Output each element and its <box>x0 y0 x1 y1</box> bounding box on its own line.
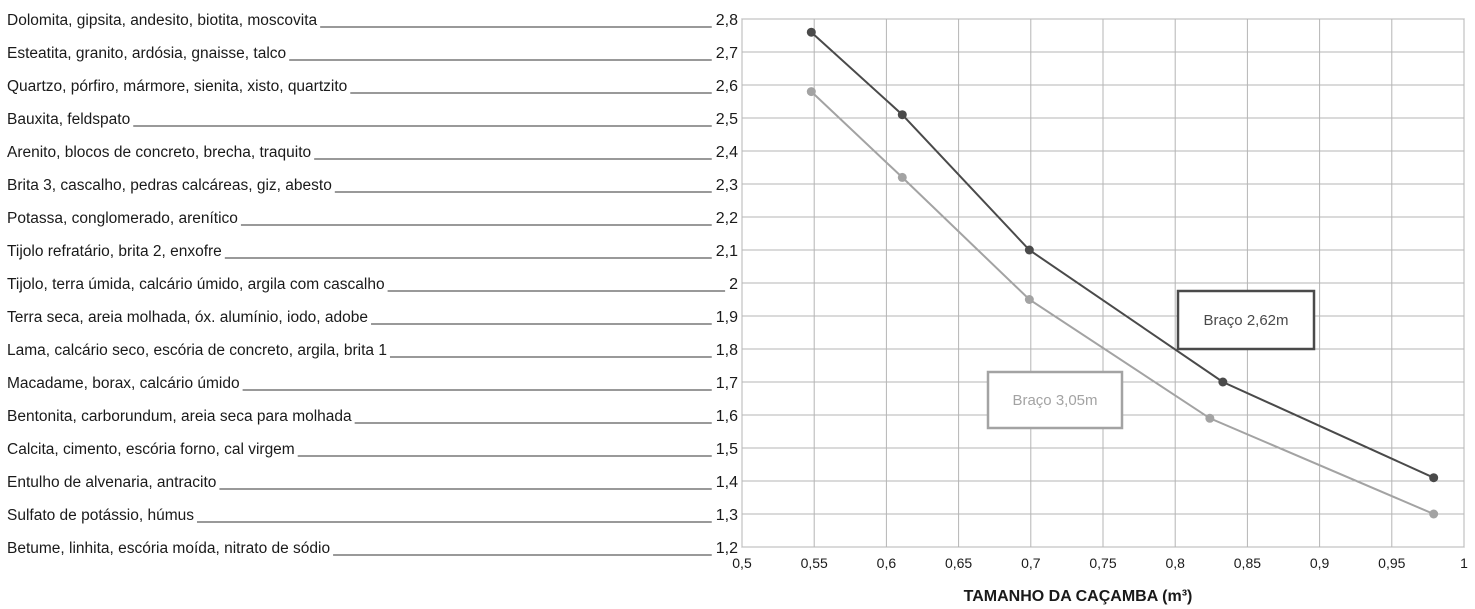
data-point <box>897 172 907 182</box>
data-point <box>1024 245 1034 255</box>
x-tick-label: 0,5 <box>732 555 752 571</box>
material-label: Potassa, conglomerado, arenítico <box>7 210 238 227</box>
material-label: Dolomita, gipsita, andesito, biotita, mo… <box>7 12 318 29</box>
material-label: Terra seca, areia molhada, óx. alumínio,… <box>7 309 368 326</box>
x-tick-label: 0,55 <box>801 555 828 571</box>
data-point <box>806 87 816 97</box>
y-tick-label: 2,1 <box>716 243 738 260</box>
material-label: Arenito, blocos de concreto, brecha, tra… <box>7 144 311 161</box>
chart-series <box>806 27 1439 519</box>
chart-grid <box>741 18 1465 548</box>
y-tick-label: 1,4 <box>716 474 738 491</box>
y-tick-label: 1,3 <box>716 507 738 524</box>
material-label: Entulho de alvenaria, antracito <box>7 474 216 491</box>
series-label-box <box>986 370 1124 430</box>
y-tick-label: 1,2 <box>716 540 738 557</box>
y-tick-label: 1,8 <box>716 342 738 359</box>
series-label-box <box>1176 289 1316 351</box>
y-tick-label: 1,6 <box>716 408 738 425</box>
series-labels: Braço 2,62m Braço 3,05m <box>986 289 1316 430</box>
material-label: Brita 3, cascalho, pedras calcáreas, giz… <box>7 177 332 194</box>
y-tick-label: 1,9 <box>716 309 738 326</box>
material-label: Sulfato de potássio, húmus <box>7 507 194 524</box>
data-point <box>1205 413 1215 423</box>
data-point <box>1429 509 1439 519</box>
x-tick-label: 0,7 <box>1021 555 1041 571</box>
y-tick-label: 1,5 <box>716 441 738 458</box>
material-label: Bauxita, feldspato <box>7 111 130 128</box>
material-label: Betume, linhita, escória moída, nitrato … <box>7 540 330 557</box>
y-tick-label: 2,5 <box>716 111 738 128</box>
y-tick-label: 2,3 <box>716 177 738 194</box>
x-tick-label: 0,85 <box>1234 555 1261 571</box>
material-label: Tijolo, terra úmida, calcário úmido, arg… <box>7 276 385 293</box>
y-tick-label: 2,6 <box>716 78 738 95</box>
series-label: Braço 3,05m <box>1012 392 1097 409</box>
material-label: Quartzo, pórfiro, mármore, sienita, xist… <box>7 78 347 95</box>
material-label: Lama, calcário seco, escória de concreto… <box>7 342 387 359</box>
material-label: Tijolo refratário, brita 2, enxofre <box>7 243 222 260</box>
data-point <box>1218 377 1228 387</box>
data-point <box>1024 295 1034 304</box>
x-tick-label: 0,8 <box>1165 555 1185 571</box>
y-tick-labels: 2,8 2,7 2,6 2,5 2,4 2,3 2,2 2,1 2 1,9 1,8 1,7 1,6 1,5… <box>716 12 738 557</box>
x-tick-label: 1 <box>1460 555 1468 571</box>
data-point <box>897 110 907 120</box>
x-tick-label: 0,65 <box>945 555 972 571</box>
material-label: Bentonita, carborundum, areia seca para … <box>7 408 352 425</box>
y-tick-label: 2,8 <box>716 12 738 29</box>
series-line <box>810 90 1435 515</box>
x-axis-label: TAMANHO DA CAÇAMBA (m³) <box>964 588 1193 605</box>
x-tick-label: 0,95 <box>1378 555 1405 571</box>
y-tick-label: 2,4 <box>716 144 738 161</box>
material-labels: Dolomita, gipsita, andesito, biotita, mo… <box>7 12 726 557</box>
series-label: Braço 2,62m <box>1203 312 1288 329</box>
y-tick-label: 1,7 <box>716 375 738 392</box>
x-tick-label: 0,6 <box>877 555 897 571</box>
y-tick-label: 2,2 <box>716 210 738 227</box>
material-label: Calcita, cimento, escória forno, cal vir… <box>7 441 295 458</box>
material-label: Macadame, borax, calcário úmido <box>7 375 240 392</box>
x-tick-label: 0,75 <box>1089 555 1116 571</box>
y-tick-label: 2,7 <box>716 45 738 62</box>
data-point <box>806 27 816 37</box>
material-label: Esteatita, granito, ardósia, gnaisse, ta… <box>7 45 286 62</box>
x-tick-labels: 0,5 0,55 0,6 0,65 0,7 0,75 0,8 0,85 0,9 0,95 1 <box>732 555 1468 571</box>
data-point <box>1429 473 1439 483</box>
y-tick-label: 2 <box>729 276 738 293</box>
x-tick-label: 0,9 <box>1310 555 1330 571</box>
